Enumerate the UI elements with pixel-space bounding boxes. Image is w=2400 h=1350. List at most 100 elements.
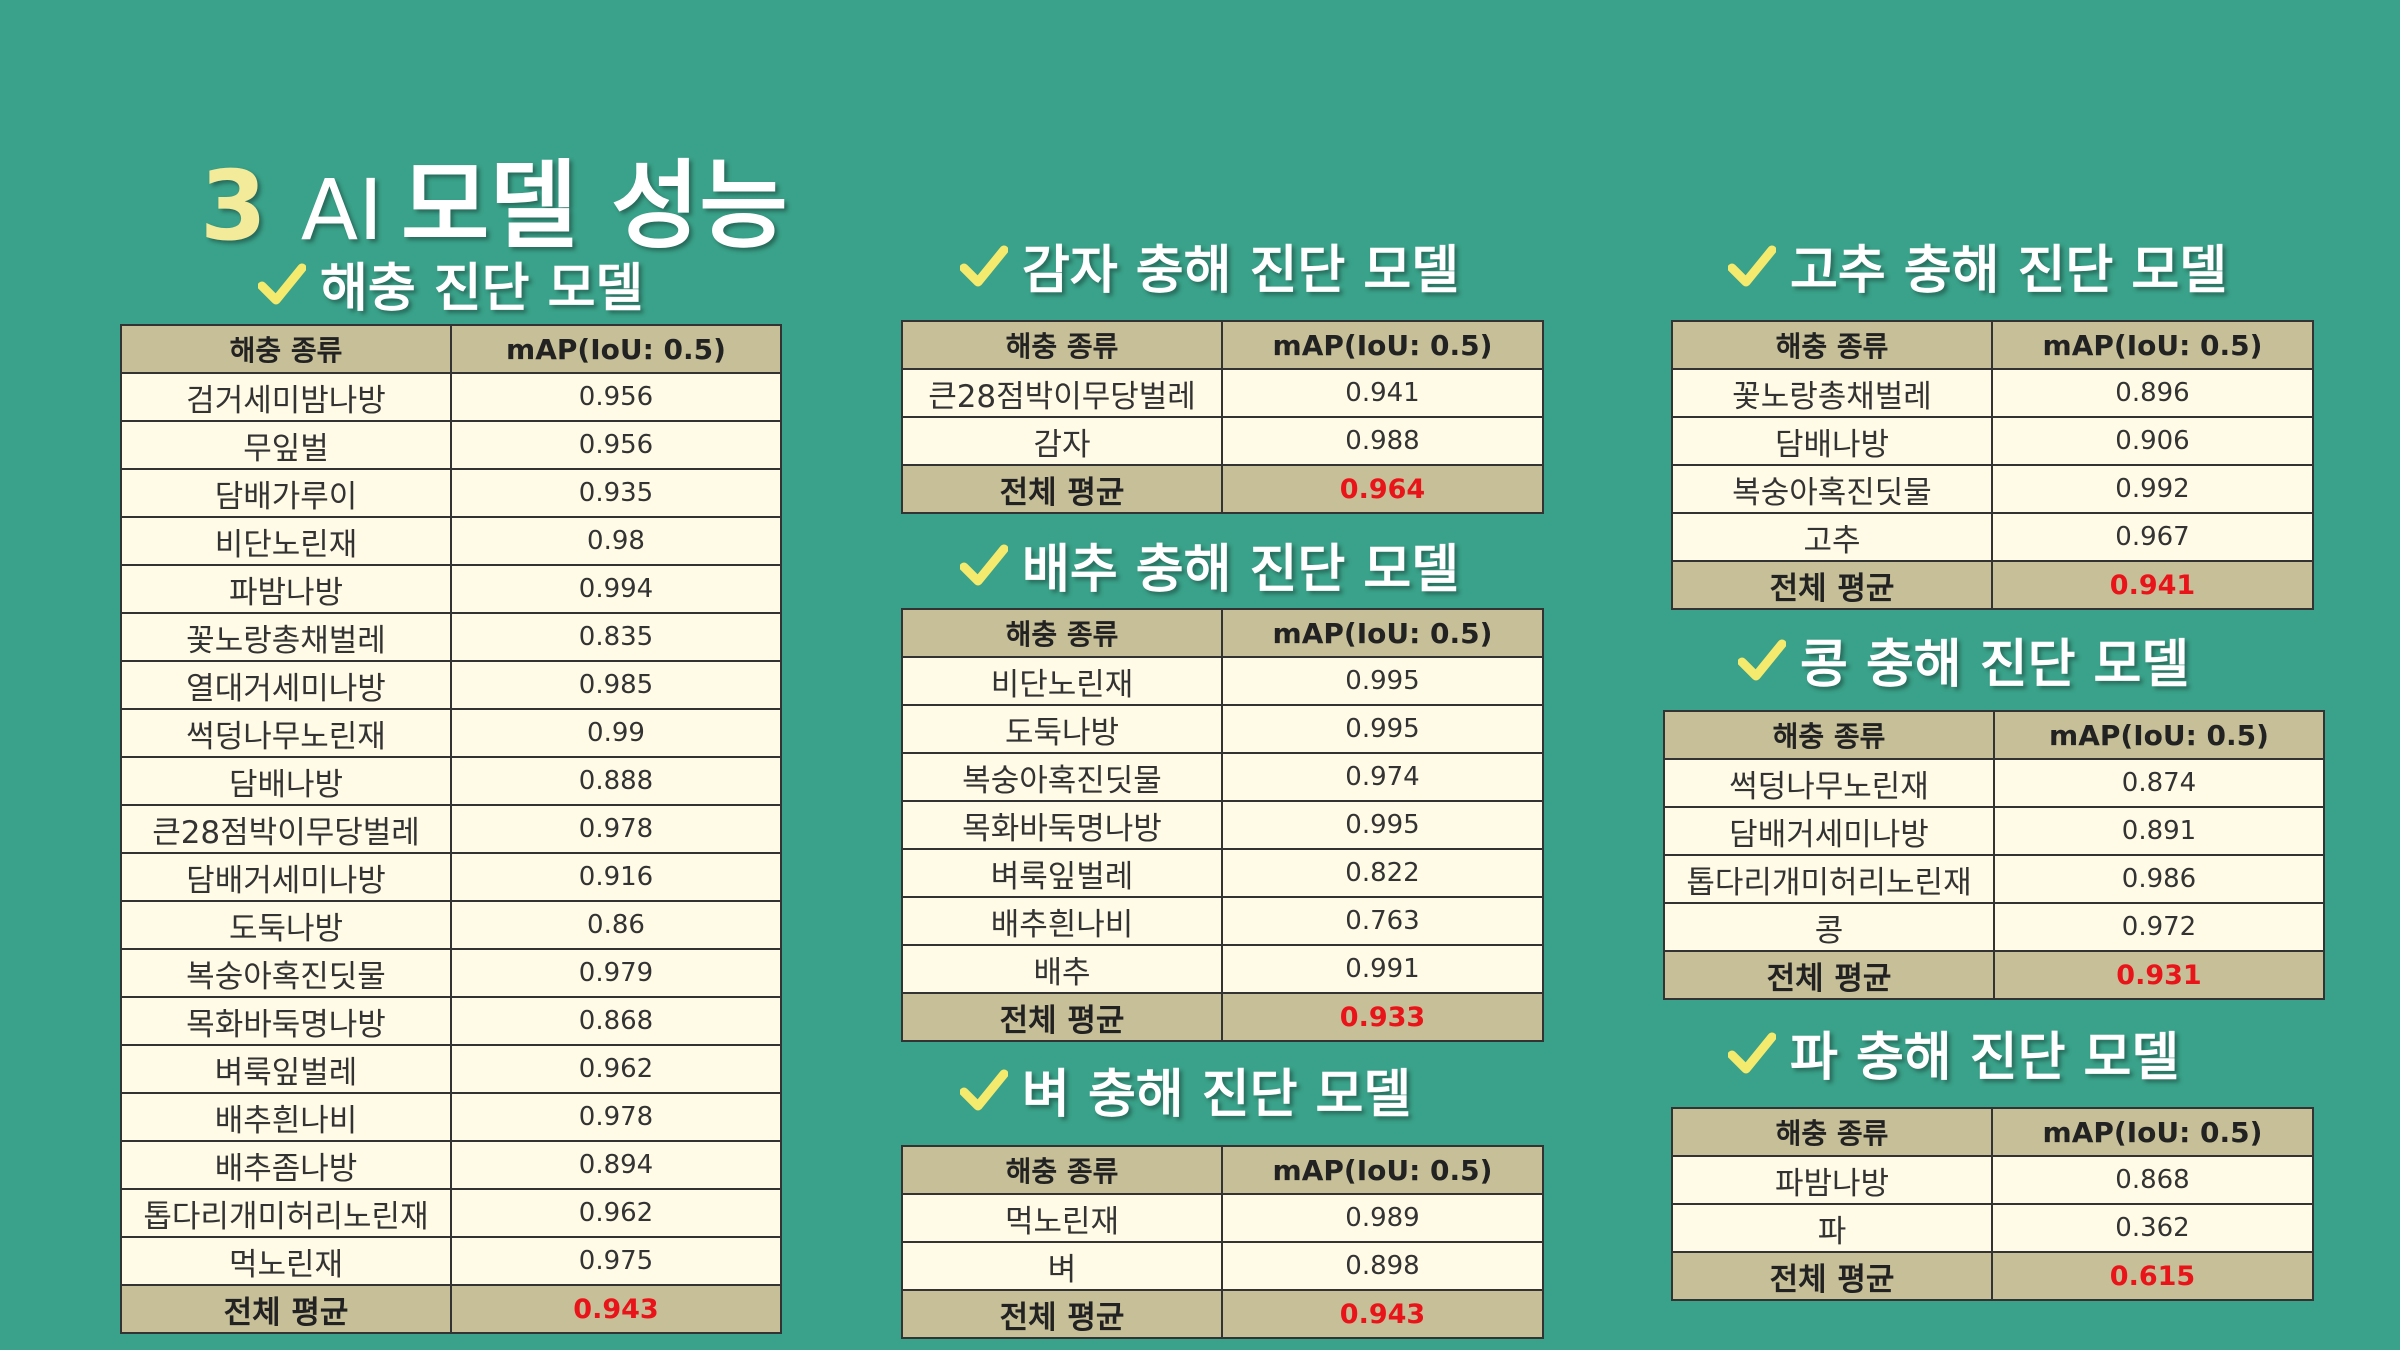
bean-model-table: 해충 종류 mAP(IoU: 0.5) 썩덩나무노린재 0.874 담배거세미나방 0.8…	[1663, 710, 2325, 1000]
map-value: 0.992	[1991, 464, 2314, 514]
table-row: 썩덩나무노린재 0.99	[120, 708, 782, 758]
species-name: 톱다리개미허리노린재	[120, 1188, 452, 1238]
species-name: 썩덩나무노린재	[1663, 758, 1995, 808]
species-name: 벼룩잎벌레	[120, 1044, 452, 1094]
check-icon	[960, 544, 1008, 585]
heading-text: 해충 진단 모델	[320, 259, 644, 319]
header-species: 해충 종류	[901, 608, 1223, 658]
map-value: 0.874	[1993, 758, 2325, 808]
header-map: mAP(IoU: 0.5)	[1991, 320, 2314, 370]
title-ai: AI	[300, 161, 384, 259]
table-header-row: 해충 종류 mAP(IoU: 0.5)	[120, 324, 782, 374]
table-header-row: 해충 종류 mAP(IoU: 0.5)	[1663, 710, 2325, 760]
header-map: mAP(IoU: 0.5)	[1221, 320, 1544, 370]
table-row: 검거세미밤나방 0.956	[120, 372, 782, 422]
species-name: 목화바둑명나방	[901, 800, 1223, 850]
check-icon	[1728, 245, 1776, 286]
map-value: 0.991	[1221, 944, 1544, 994]
table-row: 고추 0.967	[1671, 512, 2314, 562]
species-name: 검거세미밤나방	[120, 372, 452, 422]
table-header-row: 해충 종류 mAP(IoU: 0.5)	[901, 1145, 1544, 1195]
title-text: 모델 성능	[401, 150, 788, 262]
map-value: 0.985	[450, 660, 782, 710]
heading-text: 파 충해 진단 모델	[1790, 1028, 2180, 1088]
table-header-row: 해충 종류 mAP(IoU: 0.5)	[1671, 320, 2314, 370]
map-value: 0.972	[1993, 902, 2325, 952]
bean-model-heading: 콩 충해 진단 모델	[1738, 622, 2189, 697]
average-row: 전체 평균 0.941	[1671, 560, 2314, 610]
header-map: mAP(IoU: 0.5)	[1991, 1107, 2314, 1157]
map-value: 0.916	[450, 852, 782, 902]
check-icon	[960, 1069, 1008, 1110]
species-name: 복숭아혹진딧물	[901, 752, 1223, 802]
map-value: 0.962	[450, 1044, 782, 1094]
species-name: 배추좀나방	[120, 1140, 452, 1190]
average-row: 전체 평균 0.943	[901, 1289, 1544, 1339]
map-value: 0.868	[450, 996, 782, 1046]
map-value: 0.763	[1221, 896, 1544, 946]
table-row: 목화바둑명나방 0.868	[120, 996, 782, 1046]
cabbage-model-heading: 배추 충해 진단 모델	[960, 527, 1459, 602]
table-row: 담배거세미나방 0.916	[120, 852, 782, 902]
table-row: 톱다리개미허리노린재 0.986	[1663, 854, 2325, 904]
map-value: 0.956	[450, 420, 782, 470]
species-name: 담배거세미나방	[1663, 806, 1995, 856]
species-name: 먹노린재	[120, 1236, 452, 1286]
species-name: 썩덩나무노린재	[120, 708, 452, 758]
map-value: 0.822	[1221, 848, 1544, 898]
header-species: 해충 종류	[1663, 710, 1995, 760]
header-species: 해충 종류	[901, 1145, 1223, 1195]
table-row: 배추흰나비 0.978	[120, 1092, 782, 1142]
species-name: 비단노린재	[901, 656, 1223, 706]
table-row: 벼룩잎벌레 0.962	[120, 1044, 782, 1094]
cabbage-model-table: 해충 종류 mAP(IoU: 0.5) 비단노린재 0.995 도둑나방 0.995 복숭아…	[901, 608, 1544, 1042]
check-icon	[258, 263, 306, 304]
average-label: 전체 평균	[901, 992, 1223, 1042]
table-row: 큰28점박이무당벌레 0.978	[120, 804, 782, 854]
map-value: 0.989	[1221, 1193, 1544, 1243]
species-name: 꽃노랑총채벌레	[120, 612, 452, 662]
species-name: 무잎벌	[120, 420, 452, 470]
species-name: 큰28점박이무당벌레	[120, 804, 452, 854]
species-name: 담배나방	[120, 756, 452, 806]
average-value: 0.615	[1991, 1251, 2314, 1301]
rice-model-heading: 벼 충해 진단 모델	[960, 1052, 1411, 1127]
table-row: 배추흰나비 0.763	[901, 896, 1544, 946]
table-row: 파 0.362	[1671, 1203, 2314, 1253]
species-name: 열대거세미나방	[120, 660, 452, 710]
map-value: 0.994	[450, 564, 782, 614]
species-name: 큰28점박이무당벌레	[901, 368, 1223, 418]
header-species: 해충 종류	[901, 320, 1223, 370]
map-value: 0.975	[450, 1236, 782, 1286]
map-value: 0.995	[1221, 800, 1544, 850]
average-row: 전체 평균 0.933	[901, 992, 1544, 1042]
average-row: 전체 평균 0.964	[901, 464, 1544, 514]
average-value: 0.933	[1221, 992, 1544, 1042]
pest-model-table: 해충 종류 mAP(IoU: 0.5) 검거세미밤나방 0.956 무잎벌 0.956 담배…	[120, 324, 782, 1334]
map-value: 0.978	[450, 1092, 782, 1142]
pest-model-heading: 해충 진단 모델	[258, 246, 643, 321]
header-species: 해충 종류	[1671, 1107, 1993, 1157]
table-row: 목화바둑명나방 0.995	[901, 800, 1544, 850]
species-name: 감자	[901, 416, 1223, 466]
check-icon	[1728, 1032, 1776, 1073]
species-name: 배추흰나비	[901, 896, 1223, 946]
map-value: 0.974	[1221, 752, 1544, 802]
table-row: 꽃노랑총채벌레 0.896	[1671, 368, 2314, 418]
table-row: 담배나방 0.888	[120, 756, 782, 806]
map-value: 0.362	[1991, 1203, 2314, 1253]
map-value: 0.995	[1221, 656, 1544, 706]
table-header-row: 해충 종류 mAP(IoU: 0.5)	[901, 608, 1544, 658]
header-map: mAP(IoU: 0.5)	[1221, 1145, 1544, 1195]
table-row: 배추 0.991	[901, 944, 1544, 994]
species-name: 벼룩잎벌레	[901, 848, 1223, 898]
map-value: 0.98	[450, 516, 782, 566]
species-name: 목화바둑명나방	[120, 996, 452, 1046]
average-label: 전체 평균	[1663, 950, 1995, 1000]
table-header-row: 해충 종류 mAP(IoU: 0.5)	[1671, 1107, 2314, 1157]
table-header-row: 해충 종류 mAP(IoU: 0.5)	[901, 320, 1544, 370]
species-name: 복숭아혹진딧물	[1671, 464, 1993, 514]
map-value: 0.888	[450, 756, 782, 806]
average-value: 0.931	[1993, 950, 2325, 1000]
average-label: 전체 평균	[1671, 560, 1993, 610]
